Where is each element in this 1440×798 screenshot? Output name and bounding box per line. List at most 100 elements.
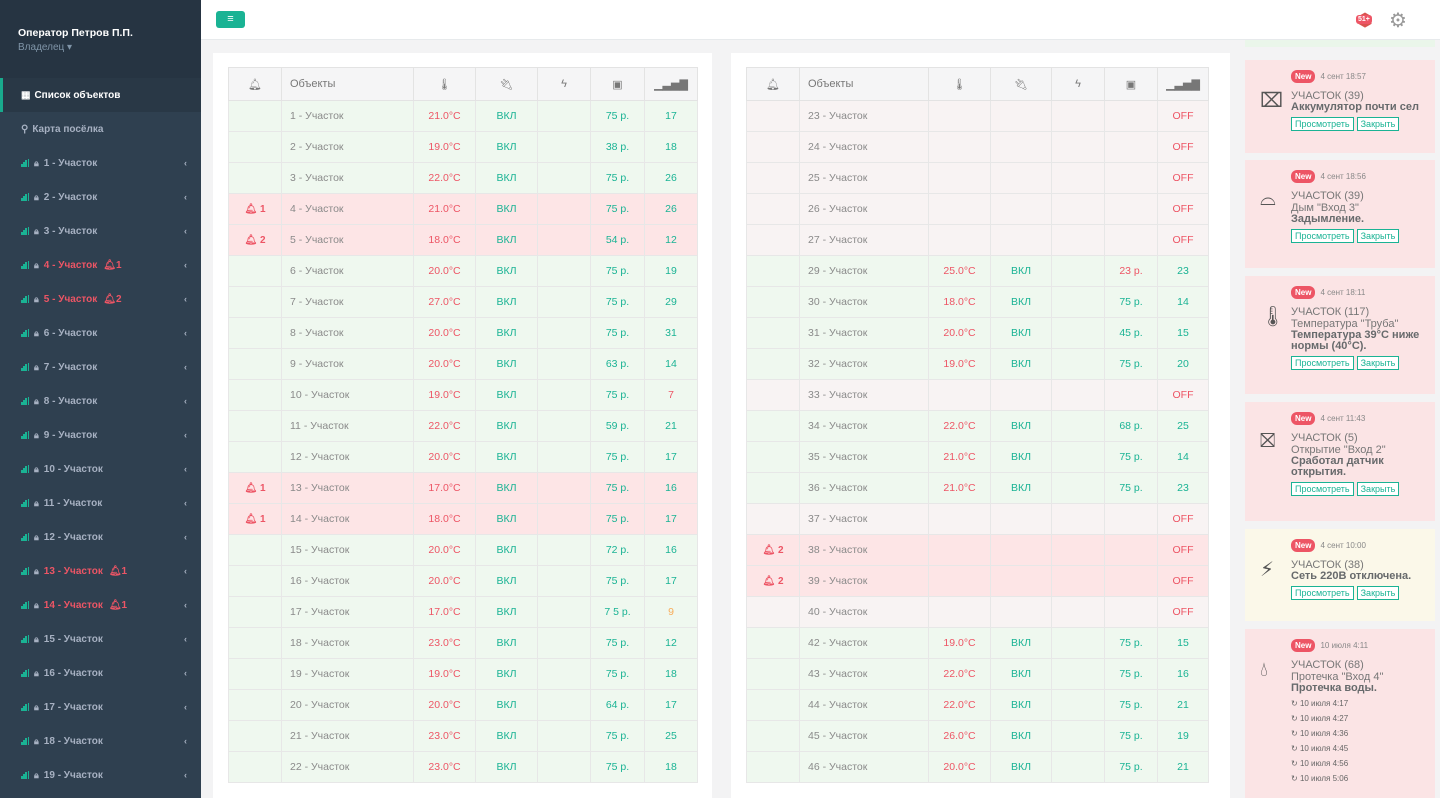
table-row[interactable]: 9 - Участок 20.0°C ВКЛ 63 р. 14 bbox=[228, 348, 698, 380]
sidebar-item-object[interactable]: 🔒︎ 5 - Участок 🔔︎ 2 ‹ bbox=[0, 282, 201, 316]
sidebar-item-object[interactable]: 🔒︎ 16 - Участок ‹ bbox=[0, 656, 201, 690]
object-name-cell[interactable]: 17 - Участок bbox=[281, 596, 414, 628]
sidebar-item-object[interactable]: 🔒︎ 11 - Участок ‹ bbox=[0, 486, 201, 520]
object-name-cell[interactable]: 27 - Участок bbox=[799, 224, 929, 256]
table-row[interactable]: 🔔︎ 1 14 - Участок 18.0°C ВКЛ 75 р. 17 bbox=[228, 503, 698, 535]
object-name-cell[interactable]: 4 - Участок bbox=[281, 193, 414, 225]
object-name-cell[interactable]: 11 - Участок bbox=[281, 410, 414, 442]
table-row[interactable]: 34 - Участок 22.0°C ВКЛ 68 р. 25 bbox=[746, 410, 1209, 442]
table-row[interactable]: 🔔︎ 1 13 - Участок 17.0°C ВКЛ 75 р. 16 bbox=[228, 472, 698, 504]
object-name-cell[interactable]: 14 - Участок bbox=[281, 503, 414, 535]
table-row[interactable]: 18 - Участок 23.0°C ВКЛ 75 р. 12 bbox=[228, 627, 698, 659]
table-row[interactable]: 15 - Участок 20.0°C ВКЛ 72 р. 16 bbox=[228, 534, 698, 566]
object-name-cell[interactable]: 35 - Участок bbox=[799, 441, 929, 473]
user-name[interactable]: Оператор Петров П.П. bbox=[18, 27, 133, 39]
object-name-cell[interactable]: 26 - Участок bbox=[799, 193, 929, 225]
table-row[interactable]: 30 - Участок 18.0°C ВКЛ 75 р. 14 bbox=[746, 286, 1209, 318]
object-name-cell[interactable]: 44 - Участок bbox=[799, 689, 929, 721]
sidebar-item-object[interactable]: 🔒︎ 15 - Участок ‹ bbox=[0, 622, 201, 656]
object-name-cell[interactable]: 5 - Участок bbox=[281, 224, 414, 256]
user-role-dropdown[interactable]: Владелец ▾ bbox=[18, 42, 201, 53]
sidebar-item-object[interactable]: 🔒︎ 8 - Участок ‹ bbox=[0, 384, 201, 418]
object-name-cell[interactable]: 7 - Участок bbox=[281, 286, 414, 318]
nav-village-map[interactable]: ⚲ Карта посёлка bbox=[0, 112, 201, 146]
table-row[interactable]: 27 - Участок OFF bbox=[746, 224, 1209, 256]
close-button[interactable]: Закрыть bbox=[1356, 117, 1400, 131]
table-row[interactable]: 25 - Участок OFF bbox=[746, 162, 1209, 194]
table-row[interactable]: 19 - Участок 19.0°C ВКЛ 75 р. 18 bbox=[228, 658, 698, 690]
table-row[interactable]: 16 - Участок 20.0°C ВКЛ 75 р. 17 bbox=[228, 565, 698, 597]
view-button[interactable]: Просмотреть bbox=[1291, 482, 1354, 496]
object-name-cell[interactable]: 2 - Участок bbox=[281, 131, 414, 163]
object-name-cell[interactable]: 36 - Участок bbox=[799, 472, 929, 504]
object-name-cell[interactable]: 1 - Участок bbox=[281, 100, 414, 132]
object-name-cell[interactable]: 12 - Участок bbox=[281, 441, 414, 473]
object-name-cell[interactable]: 3 - Участок bbox=[281, 162, 414, 194]
object-name-cell[interactable]: 24 - Участок bbox=[799, 131, 929, 163]
close-button[interactable]: Закрыть bbox=[1356, 482, 1400, 496]
table-row[interactable]: 23 - Участок OFF bbox=[746, 100, 1209, 132]
sidebar-item-object[interactable]: 🔒︎ 19 - Участок ‹ bbox=[0, 758, 201, 792]
sidebar-item-object[interactable]: 🔒︎ 3 - Участок ‹ bbox=[0, 214, 201, 248]
table-row[interactable]: 6 - Участок 20.0°C ВКЛ 75 р. 19 bbox=[228, 255, 698, 287]
table-row[interactable]: 8 - Участок 20.0°C ВКЛ 75 р. 31 bbox=[228, 317, 698, 349]
object-name-cell[interactable]: 29 - Участок bbox=[799, 255, 929, 287]
object-name-cell[interactable]: 9 - Участок bbox=[281, 348, 414, 380]
table-row[interactable]: 29 - Участок 25.0°C ВКЛ 23 р. 23 bbox=[746, 255, 1209, 287]
object-name-cell[interactable]: 31 - Участок bbox=[799, 317, 929, 349]
object-name-cell[interactable]: 37 - Участок bbox=[799, 503, 929, 535]
object-name-cell[interactable]: 22 - Участок bbox=[281, 751, 414, 783]
table-row[interactable]: 32 - Участок 19.0°C ВКЛ 75 р. 20 bbox=[746, 348, 1209, 380]
sidebar-item-object[interactable]: 🔒︎ 17 - Участок ‹ bbox=[0, 690, 201, 724]
table-row[interactable]: 20 - Участок 20.0°C ВКЛ 64 р. 17 bbox=[228, 689, 698, 721]
object-name-cell[interactable]: 13 - Участок bbox=[281, 472, 414, 504]
table-row[interactable]: 40 - Участок OFF bbox=[746, 596, 1209, 628]
view-button[interactable]: Просмотреть bbox=[1291, 356, 1354, 370]
table-row[interactable]: 44 - Участок 22.0°C ВКЛ 75 р. 21 bbox=[746, 689, 1209, 721]
sidebar-item-object[interactable]: 🔒︎ 2 - Участок ‹ bbox=[0, 180, 201, 214]
object-name-cell[interactable]: 18 - Участок bbox=[281, 627, 414, 659]
table-row[interactable]: 21 - Участок 23.0°C ВКЛ 75 р. 25 bbox=[228, 720, 698, 752]
menu-toggle-button[interactable]: ≡ bbox=[216, 11, 245, 28]
table-row[interactable]: 24 - Участок OFF bbox=[746, 131, 1209, 163]
object-name-cell[interactable]: 21 - Участок bbox=[281, 720, 414, 752]
table-row[interactable]: 1 - Участок 21.0°C ВКЛ 75 р. 17 bbox=[228, 100, 698, 132]
close-button[interactable]: Закрыть bbox=[1356, 586, 1400, 600]
sidebar-item-object[interactable]: 🔒︎ 6 - Участок ‹ bbox=[0, 316, 201, 350]
sidebar-item-object[interactable]: 🔒︎ 12 - Участок ‹ bbox=[0, 520, 201, 554]
object-name-cell[interactable]: 8 - Участок bbox=[281, 317, 414, 349]
sidebar-item-object[interactable]: 🔒︎ 1 - Участок ‹ bbox=[0, 146, 201, 180]
table-row[interactable]: 35 - Участок 21.0°C ВКЛ 75 р. 14 bbox=[746, 441, 1209, 473]
table-row[interactable]: 3 - Участок 22.0°C ВКЛ 75 р. 26 bbox=[228, 162, 698, 194]
close-button[interactable]: Закрыть bbox=[1356, 356, 1400, 370]
object-name-cell[interactable]: 39 - Участок bbox=[799, 565, 929, 597]
table-row[interactable]: 12 - Участок 20.0°C ВКЛ 75 р. 17 bbox=[228, 441, 698, 473]
object-name-cell[interactable]: 16 - Участок bbox=[281, 565, 414, 597]
object-name-cell[interactable]: 15 - Участок bbox=[281, 534, 414, 566]
object-name-cell[interactable]: 34 - Участок bbox=[799, 410, 929, 442]
sidebar-item-object[interactable]: 🔒︎ 14 - Участок 🔔︎ 1 ‹ bbox=[0, 588, 201, 622]
object-name-cell[interactable]: 10 - Участок bbox=[281, 379, 414, 411]
sidebar-item-object[interactable]: 🔒︎ 9 - Участок ‹ bbox=[0, 418, 201, 452]
object-name-cell[interactable]: 33 - Участок bbox=[799, 379, 929, 411]
object-name-cell[interactable]: 43 - Участок bbox=[799, 658, 929, 690]
table-row[interactable]: 10 - Участок 19.0°C ВКЛ 75 р. 7 bbox=[228, 379, 698, 411]
gear-icon[interactable]: ⚙ bbox=[1389, 10, 1407, 32]
table-row[interactable]: 43 - Участок 22.0°C ВКЛ 75 р. 16 bbox=[746, 658, 1209, 690]
table-row[interactable]: 7 - Участок 27.0°C ВКЛ 75 р. 29 bbox=[228, 286, 698, 318]
table-row[interactable]: 2 - Участок 19.0°C ВКЛ 38 р. 18 bbox=[228, 131, 698, 163]
object-name-cell[interactable]: 20 - Участок bbox=[281, 689, 414, 721]
object-name-cell[interactable]: 40 - Участок bbox=[799, 596, 929, 628]
sidebar-item-object[interactable]: 🔒︎ 13 - Участок 🔔︎ 1 ‹ bbox=[0, 554, 201, 588]
sidebar-item-object[interactable]: 🔒︎ 4 - Участок 🔔︎ 1 ‹ bbox=[0, 248, 201, 282]
sidebar-item-object[interactable]: 🔒︎ 10 - Участок ‹ bbox=[0, 452, 201, 486]
object-name-cell[interactable]: 6 - Участок bbox=[281, 255, 414, 287]
table-row[interactable]: 33 - Участок OFF bbox=[746, 379, 1209, 411]
nav-objects-list[interactable]: ▦ Список объектов bbox=[0, 78, 201, 112]
view-button[interactable]: Просмотреть bbox=[1291, 586, 1354, 600]
table-row[interactable]: 31 - Участок 20.0°C ВКЛ 45 р. 15 bbox=[746, 317, 1209, 349]
table-row[interactable]: 26 - Участок OFF bbox=[746, 193, 1209, 225]
object-name-cell[interactable]: 30 - Участок bbox=[799, 286, 929, 318]
object-name-cell[interactable]: 32 - Участок bbox=[799, 348, 929, 380]
